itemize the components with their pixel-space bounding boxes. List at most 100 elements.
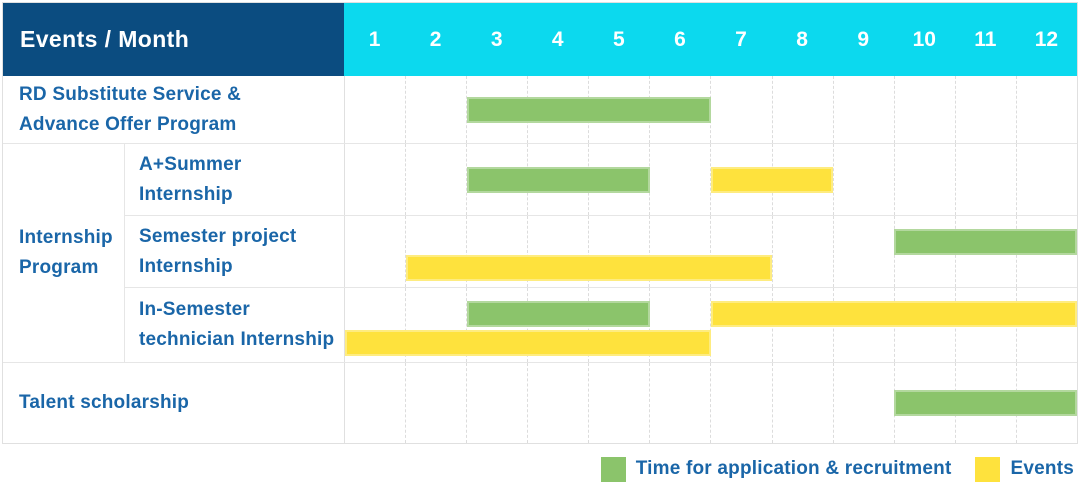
month-tick: 9 bbox=[857, 27, 869, 51]
timeline-talent-scholarship bbox=[344, 363, 1077, 443]
month-gridline bbox=[406, 363, 468, 443]
legend: Time for application & recruitment Event… bbox=[2, 445, 1078, 493]
month-gridline bbox=[345, 288, 407, 362]
month-axis: 1 2 3 4 5 6 7 8 9 10 11 12 bbox=[344, 3, 1077, 76]
group-label-internship-program: Internship Program bbox=[3, 144, 125, 362]
month-gridline bbox=[895, 144, 956, 215]
row-label-talent-scholarship: Talent scholarship bbox=[3, 363, 344, 443]
month-tick: 12 bbox=[1034, 27, 1059, 51]
green-gantt-bar bbox=[894, 229, 1077, 255]
row-talent-scholarship: Talent scholarship bbox=[3, 362, 1077, 443]
events-month-header: Events / Month bbox=[3, 3, 344, 76]
month-gridline bbox=[956, 76, 1017, 143]
month-gridline bbox=[1017, 76, 1077, 143]
month-gridline bbox=[834, 216, 895, 287]
label-line: technician Internship bbox=[139, 329, 335, 350]
label-line: RD Substitute Service & bbox=[19, 83, 242, 105]
month-gridline bbox=[895, 76, 956, 143]
month-tick: 3 bbox=[490, 27, 503, 51]
month-gridline bbox=[711, 363, 773, 443]
green-swatch-icon bbox=[600, 456, 626, 482]
legend-item-events: Events bbox=[975, 456, 1074, 482]
month-gridline bbox=[345, 363, 407, 443]
row-in-semester-technician: In-Semester technician Internship bbox=[125, 287, 1077, 362]
month-gridline bbox=[773, 216, 834, 287]
month-gridline bbox=[834, 76, 895, 143]
month-tick: 4 bbox=[551, 27, 564, 51]
label-line: A+Summer bbox=[139, 153, 242, 175]
green-gantt-bar bbox=[467, 166, 650, 193]
yellow-gantt-bar bbox=[711, 166, 833, 193]
green-gantt-bar bbox=[467, 96, 711, 123]
yellow-gantt-bar bbox=[345, 330, 711, 356]
label-line: Semester project bbox=[139, 225, 297, 247]
label-line: Internship bbox=[19, 227, 113, 248]
month-gridline bbox=[528, 363, 590, 443]
month-tick: 7 bbox=[735, 27, 747, 51]
month-gridline bbox=[711, 76, 773, 143]
month-gridline bbox=[773, 76, 834, 143]
month-tick: 11 bbox=[974, 27, 997, 51]
internship-subrows: A+Summer Internship Semester project Int… bbox=[125, 144, 1077, 362]
month-tick: 8 bbox=[796, 27, 808, 51]
legend-label: Time for application & recruitment bbox=[635, 458, 952, 479]
month-gridline bbox=[834, 144, 895, 215]
month-gridline bbox=[345, 144, 407, 215]
month-grid bbox=[345, 76, 1077, 143]
month-gridline bbox=[589, 216, 651, 287]
row-label-semester-project: Semester project Internship bbox=[125, 216, 344, 287]
month-tick: 5 bbox=[613, 27, 625, 51]
month-gridline bbox=[650, 363, 712, 443]
timeline-semester-project bbox=[344, 216, 1077, 287]
events-month-table: Events / Month 1 2 3 4 5 6 7 8 9 10 11 1… bbox=[2, 2, 1078, 444]
month-gridline bbox=[406, 216, 468, 287]
yellow-gantt-bar bbox=[711, 301, 1077, 327]
legend-item-application-recruitment: Time for application & recruitment bbox=[600, 456, 952, 482]
label-line: Advance Offer Program bbox=[19, 113, 237, 135]
month-gridline bbox=[406, 76, 468, 143]
month-gridline bbox=[467, 216, 529, 287]
month-gridline bbox=[834, 363, 895, 443]
label-line: Program bbox=[19, 257, 99, 278]
timeline-a-plus-summer bbox=[344, 144, 1077, 215]
yellow-gantt-bar bbox=[406, 255, 772, 281]
label-line: Internship bbox=[139, 255, 233, 277]
month-gridline bbox=[1017, 144, 1077, 215]
month-tick: 1 bbox=[368, 27, 381, 51]
green-gantt-bar bbox=[467, 301, 650, 327]
label-line: In-Semester bbox=[139, 299, 250, 320]
month-gridline bbox=[406, 144, 468, 215]
table-header-row: Events / Month 1 2 3 4 5 6 7 8 9 10 11 1… bbox=[3, 3, 1077, 76]
month-gridline bbox=[589, 363, 651, 443]
label-line: Internship bbox=[139, 183, 233, 205]
month-gridline bbox=[345, 76, 407, 143]
legend-label: Events bbox=[1010, 458, 1074, 479]
row-semester-project: Semester project Internship bbox=[125, 215, 1077, 287]
group-internship-program: Internship Program A+Summer Internship bbox=[3, 143, 1077, 362]
month-tick: 2 bbox=[429, 27, 442, 51]
yellow-swatch-icon bbox=[975, 456, 1001, 482]
month-gridline bbox=[406, 288, 468, 362]
timeline-in-semester-technician bbox=[344, 288, 1077, 362]
month-gridline bbox=[956, 144, 1017, 215]
month-gridline bbox=[711, 216, 773, 287]
month-gridline bbox=[467, 363, 529, 443]
row-label-a-plus-summer: A+Summer Internship bbox=[125, 144, 344, 215]
month-gridline bbox=[650, 216, 712, 287]
month-gridline bbox=[650, 144, 712, 215]
month-gridline bbox=[650, 288, 712, 362]
row-rd-substitute: RD Substitute Service & Advance Offer Pr… bbox=[3, 76, 1077, 143]
row-label-rd-substitute: RD Substitute Service & Advance Offer Pr… bbox=[3, 76, 344, 143]
month-tick: 10 bbox=[912, 27, 936, 51]
row-a-plus-summer: A+Summer Internship bbox=[125, 144, 1077, 215]
timeline-rd-substitute bbox=[344, 76, 1077, 143]
month-gridline bbox=[773, 144, 834, 215]
month-gridline bbox=[528, 216, 590, 287]
label-line: Talent scholarship bbox=[19, 392, 190, 413]
row-label-in-semester-technician: In-Semester technician Internship bbox=[125, 288, 344, 362]
green-gantt-bar bbox=[894, 390, 1077, 416]
month-gridline bbox=[773, 363, 834, 443]
month-gridline bbox=[345, 216, 407, 287]
month-tick: 6 bbox=[674, 27, 686, 51]
